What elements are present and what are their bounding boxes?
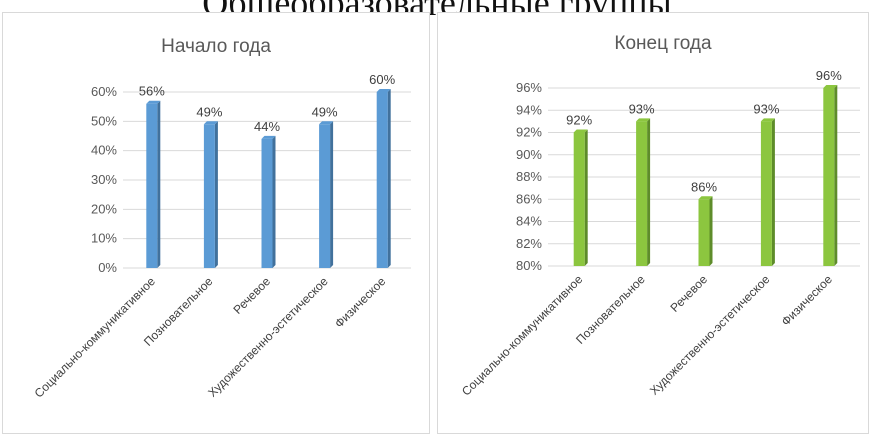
bar-side (157, 100, 161, 268)
bar (203, 124, 215, 269)
data-label: 44% (254, 119, 280, 134)
data-label: 92% (566, 113, 592, 128)
bar (376, 92, 388, 268)
x-category-label: Физическое (332, 274, 389, 331)
x-category-label: Физическое (779, 272, 836, 329)
y-tick-label: 92% (516, 125, 542, 140)
bar (573, 132, 585, 266)
bar-side (771, 118, 775, 266)
bar-top (146, 100, 161, 104)
bar-side (834, 85, 838, 266)
data-label: 93% (753, 101, 779, 116)
bar (636, 121, 648, 266)
bar (261, 138, 273, 268)
x-category-label: Художественно-эстетическое (647, 272, 773, 398)
data-label: 56% (139, 84, 165, 99)
chart-start-of-year: Начало года 0% 10% 20% 30% 40% 50% 60% 56% Социа… (2, 12, 430, 434)
bar-top (760, 118, 775, 122)
bar-side (584, 129, 588, 266)
bar-side (647, 118, 651, 266)
bar-side (214, 121, 218, 269)
bar (698, 199, 710, 266)
bar (823, 88, 835, 266)
bar-top (376, 89, 391, 92)
data-label: 49% (312, 104, 338, 119)
y-tick-label: 82% (516, 236, 542, 251)
y-tick-label: 20% (91, 201, 117, 216)
bar-side (272, 135, 276, 268)
bar (146, 103, 158, 268)
y-tick-label: 40% (91, 143, 117, 158)
y-tick-label: 84% (516, 214, 542, 229)
x-category-label: Социально-коммуникативное (32, 274, 159, 401)
bar-top (319, 121, 334, 125)
data-label: 86% (691, 179, 717, 194)
bar-side (709, 196, 713, 266)
bar (319, 124, 331, 269)
y-tick-label: 94% (516, 102, 542, 117)
data-label: 60% (369, 72, 395, 87)
chart-title: Конец года (614, 33, 712, 54)
data-label: 49% (196, 104, 222, 119)
x-category-label: Речевое (231, 274, 274, 317)
x-category-label: Речевое (668, 272, 711, 315)
y-tick-label: 10% (91, 231, 117, 246)
chart-end-of-year-svg: Конец года 80% 82% 84% 86% 88% 90% 92% 94% 96% 92… (459, 33, 860, 399)
chart-end-of-year: Конец года 80% 82% 84% 86% 88% 90% 92% 94% 96% 92… (437, 12, 869, 434)
bar-top (203, 121, 218, 125)
bar-side (387, 89, 391, 268)
bar-top (823, 85, 838, 88)
bar-top (261, 135, 276, 139)
y-tick-label: 90% (516, 147, 542, 162)
bar-top (573, 129, 588, 133)
x-category-label: Позновательное (573, 272, 648, 347)
chart-start-of-year-svg: Начало года 0% 10% 20% 30% 40% 50% 60% 56% Социа… (32, 36, 411, 401)
y-tick-label: 0% (98, 260, 117, 275)
bar (760, 121, 772, 266)
bar-side (330, 121, 334, 269)
bar-top (636, 118, 651, 122)
y-tick-label: 50% (91, 113, 117, 128)
chart-title: Начало года (161, 36, 271, 57)
x-category-label: Художественно-эстетическое (205, 274, 331, 400)
data-label: 96% (816, 68, 842, 83)
y-tick-label: 88% (516, 169, 542, 184)
y-tick-label: 86% (516, 191, 542, 206)
x-category-label: Социально-коммуникативное (459, 272, 586, 399)
y-tick-label: 30% (91, 172, 117, 187)
data-label: 93% (629, 101, 655, 116)
y-tick-label: 80% (516, 258, 542, 273)
y-tick-label: 60% (91, 84, 117, 99)
bar-top (698, 196, 713, 200)
y-tick-label: 96% (516, 80, 542, 95)
